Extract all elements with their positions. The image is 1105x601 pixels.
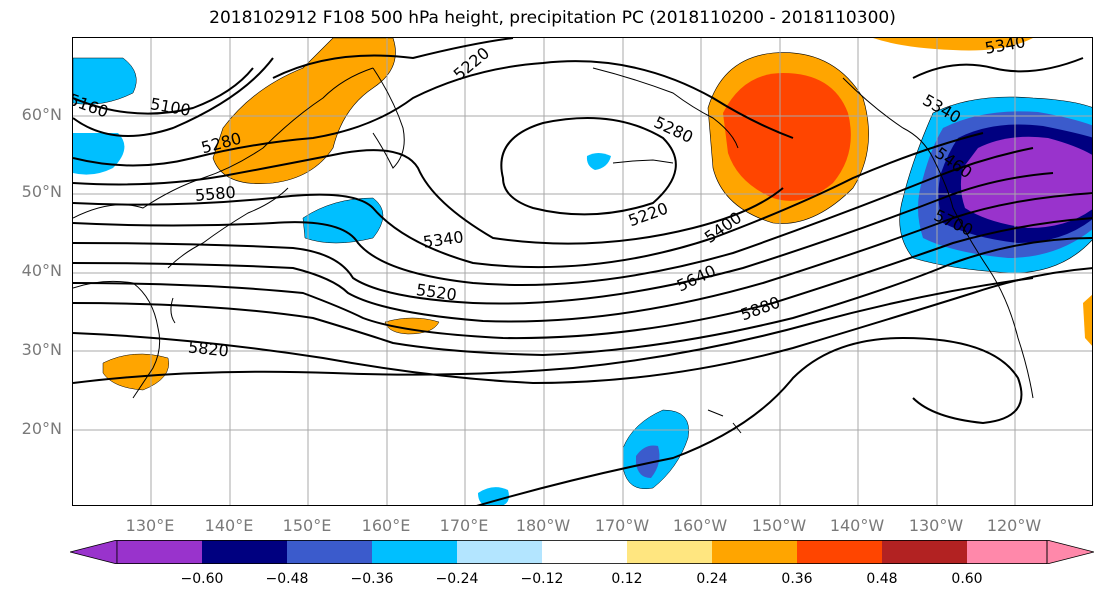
lon-label-160e: 160°E	[361, 516, 411, 535]
colorbar-tick: −0.12	[520, 571, 564, 587]
coast-japan	[167, 187, 289, 324]
lat-label-20: 20°N	[21, 419, 62, 438]
precip-area-aleutian	[586, 153, 611, 170]
colorbar-tick: −0.60	[180, 571, 224, 587]
colorbar-bin	[117, 540, 202, 564]
colorbar-bin	[542, 540, 627, 564]
precip-positive-areas	[102, 38, 1092, 391]
contour-5700	[73, 237, 1092, 357]
precip-area-gulf-core	[723, 73, 851, 201]
precip-area-west-edge	[73, 57, 137, 105]
colorbar-tick: 0.12	[611, 571, 643, 587]
colorbar-bin	[882, 540, 967, 564]
lon-label-170e: 170°E	[439, 516, 489, 535]
contour-5340-west	[73, 149, 784, 245]
contour-5880	[73, 277, 1034, 384]
lon-label-160w: 160°W	[672, 516, 728, 535]
precip-area-kurils	[302, 197, 384, 244]
lon-label-140e: 140°E	[204, 516, 254, 535]
colorbar-tick: −0.36	[350, 571, 394, 587]
coast-north-america	[842, 77, 1034, 399]
contour-5400	[73, 132, 984, 269]
precip-area-subtropical	[102, 353, 169, 391]
contour-5820	[73, 267, 1092, 385]
contour-5520	[73, 172, 1054, 305]
contour-label-group: 5160 5100 5220 5280 5580 5340 5520 5820 …	[73, 38, 1027, 361]
contour-label-5880: 5880	[738, 293, 783, 325]
colorbar-max-arrow	[1046, 540, 1094, 564]
precip-area-west-pacific	[212, 38, 396, 184]
lon-label-150e: 150°E	[282, 516, 332, 535]
contour-5280-west	[73, 60, 794, 167]
colorbar-bin	[287, 540, 372, 564]
colorbar-tick: 0.48	[866, 571, 898, 587]
precip-area-north-edge	[873, 38, 1033, 51]
contour-5640	[73, 217, 1092, 340]
contour-5100	[73, 67, 254, 115]
colorbar-bin	[712, 540, 797, 564]
contour-5160	[73, 57, 274, 137]
map-panel[interactable]: 5160 5100 5220 5280 5580 5340 5520 5820 …	[72, 37, 1093, 506]
lat-label-50: 50°N	[21, 182, 62, 201]
colorbar-bin	[627, 540, 712, 564]
contour-label-5580: 5580	[194, 182, 236, 204]
lon-label-120w: 120°W	[986, 516, 1042, 535]
colorbar-bin	[202, 540, 287, 564]
lon-label-180w: 180°W	[515, 516, 571, 535]
colorbar-frame	[116, 540, 1048, 564]
colorbar-tick: 0.60	[951, 571, 983, 587]
colorbar-bin	[372, 540, 457, 564]
colorbar-min-arrow	[70, 540, 118, 564]
lon-label-140w: 140°W	[829, 516, 885, 535]
map-canvas: 5160 5100 5220 5280 5580 5340 5520 5820 …	[73, 38, 1092, 505]
contour-5580	[73, 192, 1092, 323]
lat-label-30: 30°N	[21, 340, 62, 359]
contour-label-5340-mid: 5340	[422, 227, 465, 251]
precip-area-east-coast	[1083, 294, 1092, 346]
lon-label-150w: 150°W	[751, 516, 807, 535]
contour-5460	[73, 147, 1034, 286]
colorbar-bin	[797, 540, 882, 564]
height-contours	[73, 38, 1092, 505]
colorbar	[70, 540, 1094, 564]
contour-label-5220-north: 5220	[450, 43, 493, 84]
contour-label-5280-east: 5280	[651, 112, 696, 146]
colorbar-tick: 0.36	[781, 571, 813, 587]
lon-label-130w: 130°W	[908, 516, 964, 535]
contour-label-5520: 5520	[415, 280, 458, 304]
lon-label-130e: 130°E	[125, 516, 175, 535]
colorbar-bin	[967, 540, 1047, 564]
colorbar-tick: 0.24	[696, 571, 728, 587]
coast-alaska	[592, 67, 739, 164]
map-title: 2018102912 F108 500 hPa height, precipit…	[209, 8, 896, 28]
colorbar-tick: −0.24	[435, 571, 479, 587]
precip-area-hawaii-core	[636, 445, 660, 478]
lon-label-170w: 170°W	[594, 516, 650, 535]
lat-label-40: 40°N	[21, 261, 62, 280]
contour-label-5220-low: 5220	[626, 199, 671, 231]
contour-5220-north	[272, 38, 514, 79]
colorbar-tick: −0.48	[265, 571, 309, 587]
contour-5220-low	[500, 117, 677, 216]
contour-label-5820: 5820	[187, 337, 229, 360]
colorbar-bin	[457, 540, 542, 564]
coastlines	[73, 67, 1034, 434]
contour-5340-north	[912, 57, 1084, 79]
contour-label-5340-ne: 5340	[983, 38, 1026, 58]
precip-area-na-extreme	[960, 136, 1092, 228]
precip-area-south	[478, 487, 509, 505]
precip-area-west-edge-2	[73, 133, 125, 175]
graticule	[73, 38, 1092, 505]
contour-5880-loop	[476, 336, 1023, 505]
lat-label-60: 60°N	[21, 105, 62, 124]
